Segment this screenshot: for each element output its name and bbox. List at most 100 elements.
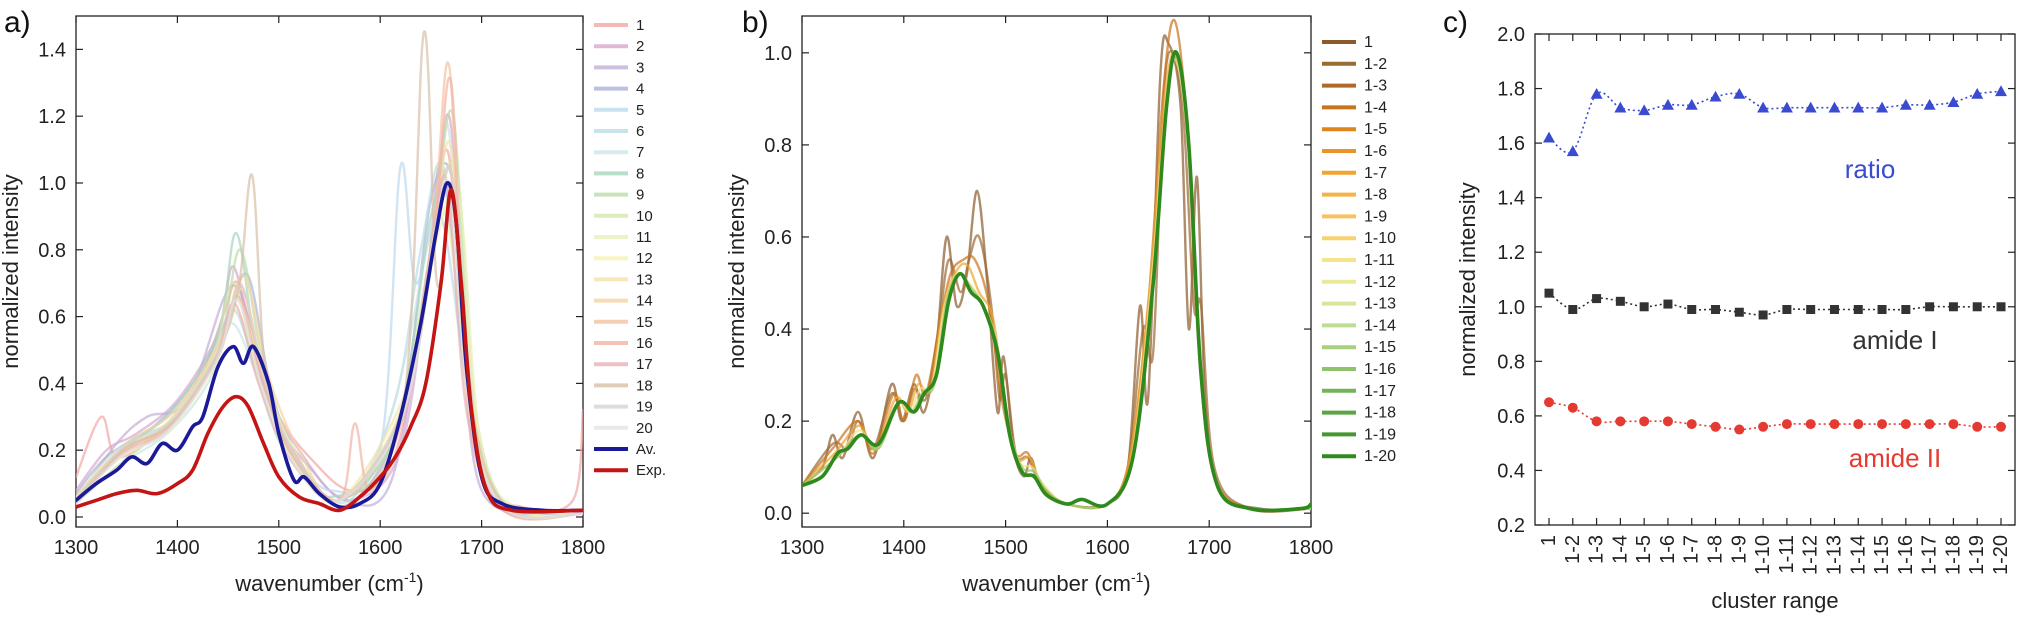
legend-label: 1 <box>636 17 644 34</box>
series-annotation: amide II <box>1849 443 1942 473</box>
series-line <box>76 187 583 514</box>
x-tick-label: 1-13 <box>1823 535 1845 575</box>
series-line <box>76 206 583 519</box>
legend-label: 18 <box>636 377 653 394</box>
series-line <box>76 140 583 520</box>
data-point <box>1639 416 1650 427</box>
data-point <box>1947 96 1960 107</box>
legend-label: 16 <box>636 335 653 352</box>
legend-label: 1-8 <box>1364 187 1387 204</box>
data-point <box>1615 296 1625 306</box>
legend-label: 10 <box>636 208 653 225</box>
data-point <box>1972 302 1982 312</box>
series-line <box>1548 90 2002 154</box>
y-tick-label: 0.0 <box>764 503 792 525</box>
y-tick-label: 1.8 <box>1497 79 1525 101</box>
x-tick-label: 1-10 <box>1752 535 1774 575</box>
data-point <box>1568 305 1578 315</box>
data-point <box>1567 402 1578 413</box>
data-point <box>1852 101 1865 113</box>
y-tick-label: 1.4 <box>38 39 66 61</box>
data-point <box>1685 98 1698 110</box>
y-tick-label: 1.0 <box>38 173 66 195</box>
data-point <box>1948 302 1958 312</box>
legend-label: 17 <box>636 356 653 373</box>
x-tick-label: 1600 <box>358 537 403 559</box>
x-axis-label: wavenumber (cm-1) <box>961 569 1151 596</box>
x-tick-label: 1800 <box>561 537 606 559</box>
y-tick-label: 0.6 <box>764 227 792 249</box>
x-tick-label: 1-7 <box>1681 535 1703 564</box>
y-tick-label: 1.2 <box>38 106 66 128</box>
data-point <box>1996 302 2006 312</box>
x-tick-label: 1-16 <box>1895 535 1917 575</box>
data-point <box>1709 90 1722 102</box>
legend-label: 12 <box>636 250 653 267</box>
panel-a-letter: a) <box>4 6 31 39</box>
x-axis-label-close: ) <box>1143 571 1150 596</box>
x-tick-label: 1-6 <box>1657 535 1679 564</box>
series-line <box>802 50 1311 513</box>
y-tick-label: 0.2 <box>1497 515 1525 537</box>
y-tick-label: 0.0 <box>38 507 66 529</box>
x-axis-label-sup: -1 <box>1131 569 1144 585</box>
y-tick-label: 0.4 <box>38 373 66 395</box>
x-tick-label: 1-8 <box>1705 535 1727 564</box>
legend-label: 8 <box>636 165 644 182</box>
series-line <box>76 174 583 520</box>
series-line <box>76 165 583 520</box>
data-point <box>1806 305 1816 315</box>
curves <box>76 30 583 521</box>
legend-label: 1-11 <box>1364 252 1395 269</box>
legend-label: 4 <box>636 81 644 98</box>
data-point <box>1996 421 2006 432</box>
y-axis-label: normalized intensity <box>1455 182 1480 376</box>
y-tick-label: 0.4 <box>1497 460 1525 482</box>
legend-label: 3 <box>636 59 644 76</box>
y-tick-label: 0.6 <box>38 307 66 329</box>
series-line <box>76 160 583 520</box>
x-tick-label: 1 <box>1538 535 1560 546</box>
legend-label: 5 <box>636 102 644 119</box>
legend-label: 1 <box>1364 34 1373 51</box>
data-point <box>1782 305 1792 315</box>
legend-label: 1-4 <box>1364 99 1387 116</box>
legend-label: 1-2 <box>1364 56 1387 73</box>
data-point <box>1995 85 2007 97</box>
series-line <box>76 178 583 520</box>
legend-label: 1-18 <box>1364 405 1396 422</box>
data-point <box>1876 101 1889 113</box>
data-point <box>1901 305 1911 315</box>
data-point <box>1758 421 1769 432</box>
data-point <box>1899 98 1912 110</box>
x-tick-label: 1-2 <box>1562 535 1584 564</box>
legend-label: 1-19 <box>1364 426 1396 443</box>
data-point <box>1543 131 1555 143</box>
data-point <box>1853 305 1863 315</box>
data-point <box>1687 305 1697 315</box>
data-point <box>1877 305 1887 315</box>
legend-label: 13 <box>636 271 653 288</box>
data-point <box>1925 302 1935 312</box>
legend-label: 1-9 <box>1364 208 1387 225</box>
legend-label: 9 <box>636 187 644 204</box>
legend-label: 1-14 <box>1364 317 1396 334</box>
data-point <box>1615 416 1626 427</box>
data-point <box>1638 104 1651 116</box>
legend-label: 1-10 <box>1364 230 1396 247</box>
panel-c: c) 0.2 0.4 0.6 0.8 1.0 1.2 1.4 1.6 1.8 2.0 1 1-2 1-3… <box>1443 6 2016 613</box>
x-axis-label-text: wavenumber (cm <box>234 571 404 596</box>
legend-label: 14 <box>636 293 653 310</box>
y-tick-label: 2.0 <box>1497 24 1525 46</box>
series-amide-i: amide I <box>1544 288 2006 355</box>
legend-label: 1-12 <box>1364 274 1396 291</box>
data-point <box>1614 101 1627 113</box>
legend-label: 1-5 <box>1364 121 1387 138</box>
x-tick-label: 1300 <box>780 537 825 559</box>
data-point <box>1853 419 1864 430</box>
data-point <box>1900 419 1911 430</box>
legend-label: 1-3 <box>1364 78 1387 95</box>
x-tick-label: 1500 <box>983 537 1028 559</box>
